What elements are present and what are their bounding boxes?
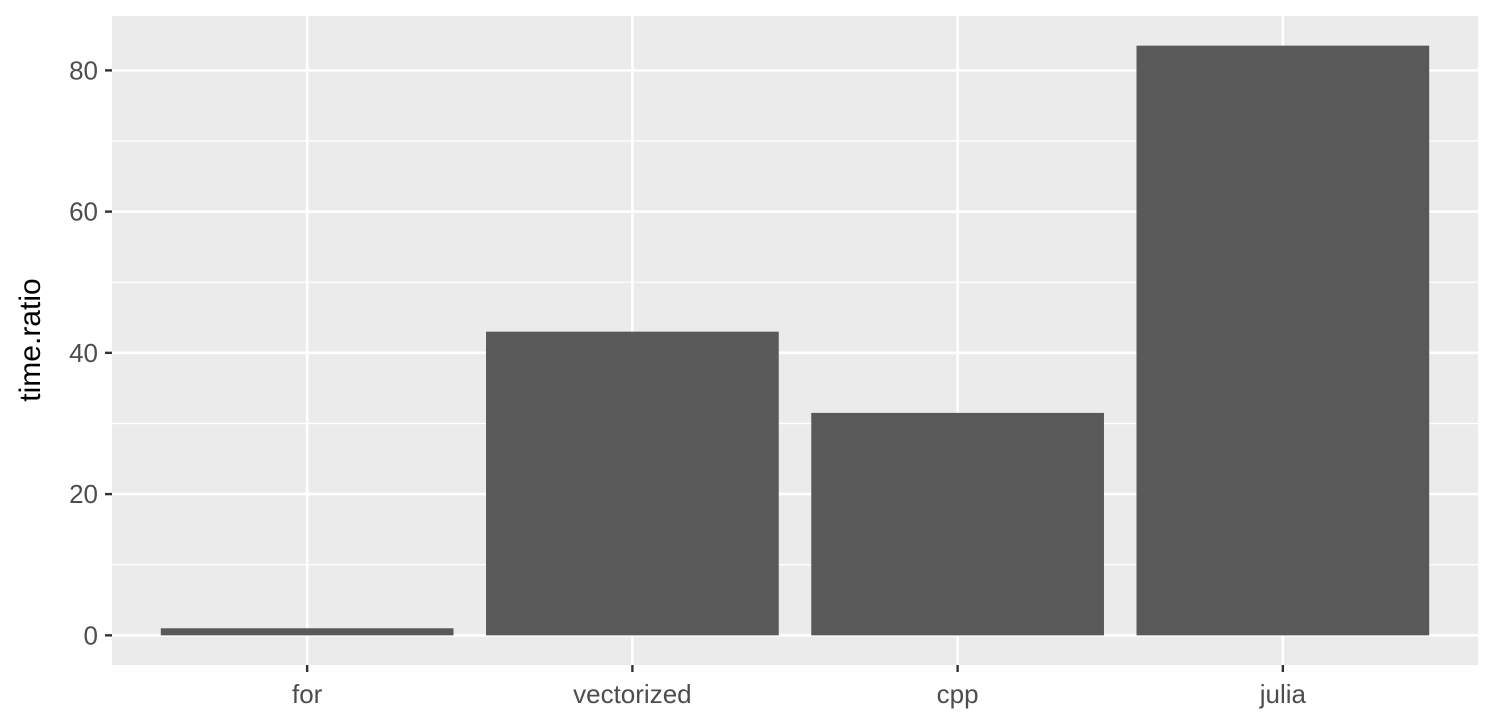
y-tick-label: 20 [69,479,98,509]
x-tick-label: julia [1259,679,1307,709]
bar-vectorized [486,331,779,636]
bars [160,45,1430,636]
y-axis-title: time.ratio [14,278,47,401]
x-axis: for vectorized cpp julia [292,665,1307,709]
bar-for [160,628,454,636]
y-tick-label: 60 [69,197,98,227]
x-tick-label: cpp [937,679,979,709]
x-tick-label: vectorized [573,679,692,709]
x-tick-label: for [292,679,323,709]
y-tick-label: 0 [84,620,98,650]
bar-cpp [811,412,1104,636]
y-tick-label: 40 [69,338,98,368]
bar-julia [1136,45,1430,636]
y-axis: 0 20 40 60 80 [69,55,112,650]
y-tick-label: 80 [69,55,98,85]
